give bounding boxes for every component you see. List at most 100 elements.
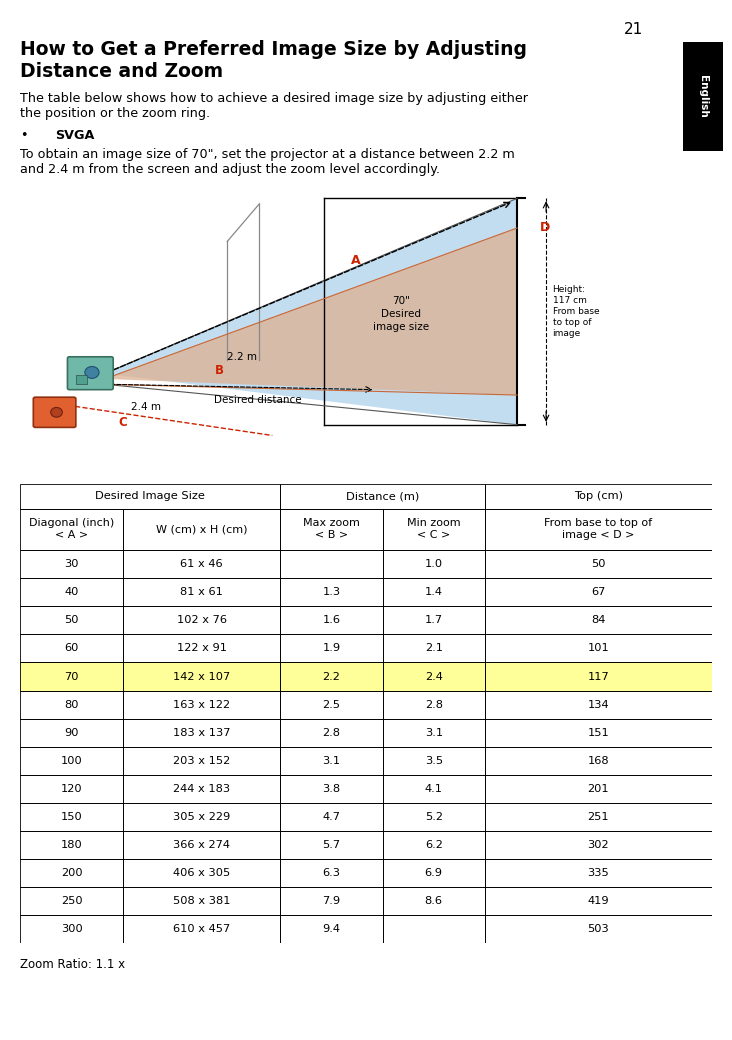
Text: D: D [539, 222, 550, 234]
Bar [280, 691, 383, 719]
Text: 6.2: 6.2 [425, 840, 443, 850]
Text: 70"
Desired
image size: 70" Desired image size [373, 296, 429, 333]
FancyBboxPatch shape [34, 397, 76, 427]
Bar [485, 662, 712, 691]
Text: 180: 180 [61, 840, 83, 850]
Bar [383, 634, 485, 662]
Text: 201: 201 [587, 784, 609, 794]
Bar [280, 831, 383, 859]
Bar [123, 803, 280, 831]
Text: 366 x 274: 366 x 274 [173, 840, 230, 850]
Text: 122 x 91: 122 x 91 [176, 644, 226, 653]
Polygon shape [105, 228, 517, 395]
Text: English: English [698, 75, 708, 118]
Text: 21: 21 [624, 22, 643, 37]
Bar [123, 831, 280, 859]
Text: 2.2: 2.2 [323, 672, 340, 681]
Text: 117: 117 [587, 672, 609, 681]
Text: 1.0: 1.0 [425, 560, 443, 569]
Text: 305 x 229: 305 x 229 [173, 812, 230, 822]
Text: Height:
117 cm
From base
to top of
image: Height: 117 cm From base to top of image [553, 285, 599, 338]
Text: 183 x 137: 183 x 137 [173, 728, 231, 737]
Bar [123, 634, 280, 662]
Bar [280, 662, 383, 691]
Bar [280, 719, 383, 747]
Bar [123, 887, 280, 915]
Bar [383, 578, 485, 606]
Bar [383, 887, 485, 915]
Text: 300: 300 [61, 925, 83, 934]
Bar [280, 775, 383, 803]
Bar [20, 484, 280, 509]
Text: The table below shows how to achieve a desired image size by adjusting either
th: The table below shows how to achieve a d… [20, 92, 529, 120]
Bar [20, 719, 123, 747]
Bar [20, 606, 123, 634]
Bar [20, 803, 123, 831]
Text: B: B [215, 364, 224, 378]
Bar [383, 606, 485, 634]
Bar [20, 578, 123, 606]
Bar [383, 662, 485, 691]
Circle shape [85, 366, 99, 379]
Text: 80: 80 [64, 700, 79, 709]
Text: 6.3: 6.3 [323, 868, 340, 878]
Text: 81 x 61: 81 x 61 [180, 588, 223, 597]
Text: 3.1: 3.1 [322, 756, 340, 765]
Bar [383, 775, 485, 803]
Text: Zoom Ratio: 1.1 x: Zoom Ratio: 1.1 x [20, 958, 126, 971]
Bar [280, 550, 383, 578]
Text: 100: 100 [61, 756, 83, 765]
Text: 2.4: 2.4 [425, 672, 443, 681]
Text: C: C [119, 416, 127, 428]
Bar [383, 803, 485, 831]
Bar [485, 578, 712, 606]
Text: 2.4 m: 2.4 m [130, 402, 160, 412]
Bar [123, 691, 280, 719]
Text: SVGA: SVGA [55, 129, 94, 141]
Text: 84: 84 [591, 616, 605, 625]
Bar [383, 550, 485, 578]
Text: 9.4: 9.4 [323, 925, 340, 934]
Circle shape [51, 408, 62, 417]
Bar [20, 691, 123, 719]
Bar [280, 606, 383, 634]
Bar [123, 775, 280, 803]
Bar [123, 578, 280, 606]
Text: 200: 200 [61, 868, 83, 878]
Bar [20, 775, 123, 803]
Text: 2.2 m: 2.2 m [227, 352, 257, 362]
Text: 163 x 122: 163 x 122 [173, 700, 230, 709]
Text: To obtain an image size of 70", set the projector at a distance between 2.2 m
an: To obtain an image size of 70", set the … [20, 148, 515, 176]
Text: 4.7: 4.7 [323, 812, 340, 822]
Bar [485, 719, 712, 747]
Bar [485, 859, 712, 887]
Bar [280, 803, 383, 831]
Text: 40: 40 [64, 588, 79, 597]
Text: 134: 134 [587, 700, 609, 709]
Text: W (cm) x H (cm): W (cm) x H (cm) [156, 524, 247, 535]
Text: 302: 302 [587, 840, 609, 850]
Text: 1.6: 1.6 [323, 616, 340, 625]
Text: Desired Image Size: Desired Image Size [95, 491, 206, 501]
Bar [485, 747, 712, 775]
Bar [280, 887, 383, 915]
Bar [280, 747, 383, 775]
Text: How to Get a Preferred Image Size by Adjusting: How to Get a Preferred Image Size by Adj… [20, 40, 528, 58]
Bar [383, 719, 485, 747]
Bar [280, 634, 383, 662]
Bar [485, 606, 712, 634]
Bar [485, 887, 712, 915]
Text: 120: 120 [61, 784, 83, 794]
Bar [485, 775, 712, 803]
Text: 102 x 76: 102 x 76 [176, 616, 226, 625]
Text: Distance and Zoom: Distance and Zoom [20, 62, 223, 81]
Text: 406 x 305: 406 x 305 [173, 868, 230, 878]
Bar [485, 634, 712, 662]
Bar [20, 550, 123, 578]
Text: 101: 101 [587, 644, 609, 653]
Text: 50: 50 [591, 560, 605, 569]
Bar [20, 859, 123, 887]
FancyBboxPatch shape [67, 357, 113, 390]
Text: Min zoom
< C >: Min zoom < C > [407, 518, 460, 541]
Text: 8.6: 8.6 [425, 896, 443, 906]
